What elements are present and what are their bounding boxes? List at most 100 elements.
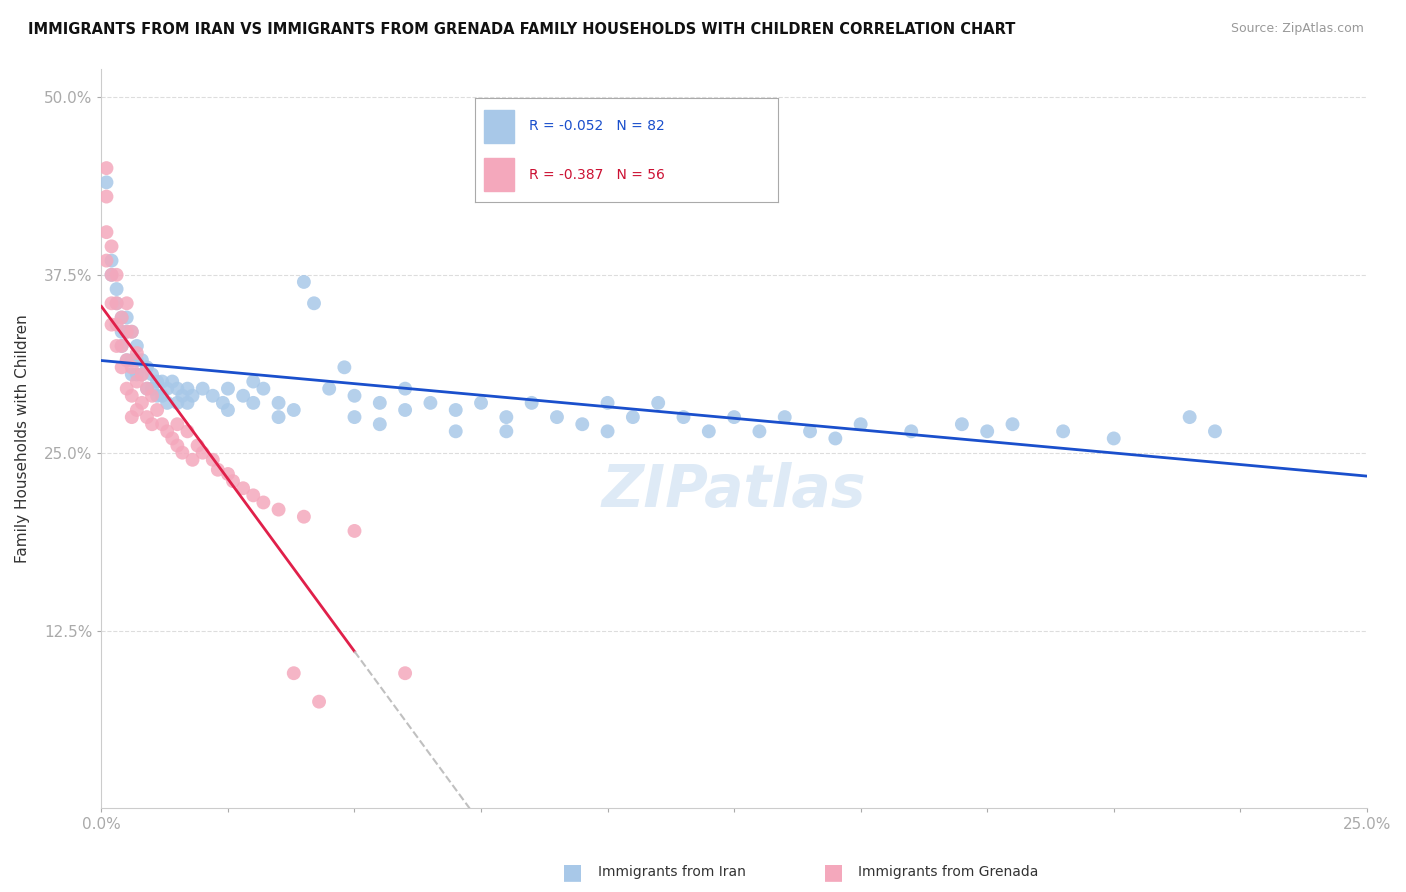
Point xyxy=(166,417,188,432)
Point xyxy=(141,417,163,432)
Point xyxy=(141,389,163,403)
Y-axis label: Family Households with Children: Family Households with Children xyxy=(15,314,30,563)
Point xyxy=(232,481,254,495)
Point xyxy=(283,403,305,417)
Point xyxy=(141,368,163,382)
Point xyxy=(1001,417,1024,432)
Point xyxy=(333,360,356,375)
Point xyxy=(900,425,922,439)
Point xyxy=(131,368,153,382)
Point xyxy=(252,495,274,509)
Point xyxy=(125,403,148,417)
Point xyxy=(292,509,315,524)
Point xyxy=(283,666,305,681)
Point xyxy=(672,410,695,425)
Point xyxy=(121,410,143,425)
Point xyxy=(176,382,198,396)
Point xyxy=(252,382,274,396)
Point xyxy=(100,239,122,253)
Point xyxy=(111,339,134,353)
Point xyxy=(394,403,416,417)
Point xyxy=(207,463,229,477)
Point xyxy=(111,310,134,325)
Point xyxy=(217,403,239,417)
Point xyxy=(115,353,138,368)
Point xyxy=(212,396,235,410)
Point xyxy=(181,452,204,467)
Point xyxy=(368,396,391,410)
Point xyxy=(444,403,467,417)
Point xyxy=(105,268,128,282)
Point xyxy=(181,389,204,403)
Point xyxy=(162,375,184,389)
Point xyxy=(191,382,214,396)
Point xyxy=(444,425,467,439)
Point xyxy=(799,425,821,439)
Point xyxy=(115,353,138,368)
Point xyxy=(773,410,796,425)
Point xyxy=(723,410,745,425)
Point xyxy=(368,417,391,432)
Text: ZIPatlas: ZIPatlas xyxy=(602,462,866,519)
Point xyxy=(100,296,122,310)
Point xyxy=(131,368,153,382)
Point xyxy=(100,268,122,282)
Point xyxy=(131,353,153,368)
Point xyxy=(318,382,340,396)
Point xyxy=(232,389,254,403)
Point xyxy=(166,382,188,396)
Point xyxy=(546,410,568,425)
Point xyxy=(302,296,325,310)
Point xyxy=(96,189,118,203)
Point xyxy=(125,375,148,389)
Point xyxy=(343,410,366,425)
Point xyxy=(172,389,194,403)
Text: ■: ■ xyxy=(823,863,844,882)
Point xyxy=(121,325,143,339)
Point xyxy=(166,439,188,453)
Point xyxy=(242,396,264,410)
Point xyxy=(1204,425,1226,439)
Point xyxy=(394,666,416,681)
Point xyxy=(105,282,128,296)
Point xyxy=(100,268,122,282)
Point xyxy=(470,396,492,410)
Point xyxy=(125,339,148,353)
Point xyxy=(176,425,198,439)
Text: Source: ZipAtlas.com: Source: ZipAtlas.com xyxy=(1230,22,1364,36)
Point xyxy=(343,389,366,403)
Point xyxy=(308,695,330,709)
Point xyxy=(201,389,224,403)
Point xyxy=(115,325,138,339)
Point xyxy=(146,389,169,403)
Point xyxy=(520,396,543,410)
Point xyxy=(267,502,290,516)
Point xyxy=(96,225,118,239)
Point xyxy=(217,382,239,396)
Point xyxy=(105,318,128,332)
Point xyxy=(131,396,153,410)
Point xyxy=(191,445,214,459)
Point xyxy=(121,360,143,375)
Point xyxy=(647,396,669,410)
Point xyxy=(105,296,128,310)
Point xyxy=(136,382,159,396)
Point xyxy=(141,382,163,396)
Point xyxy=(150,417,173,432)
Point xyxy=(176,396,198,410)
Point xyxy=(136,360,159,375)
Point xyxy=(1052,425,1074,439)
Text: ■: ■ xyxy=(562,863,583,882)
Point xyxy=(976,425,998,439)
Point xyxy=(125,346,148,360)
Point xyxy=(849,417,872,432)
Point xyxy=(394,382,416,396)
Point xyxy=(697,425,720,439)
Point xyxy=(105,339,128,353)
Point xyxy=(96,253,118,268)
Point xyxy=(156,382,179,396)
Point xyxy=(748,425,770,439)
Point xyxy=(105,296,128,310)
Point xyxy=(267,410,290,425)
Point xyxy=(96,161,118,175)
